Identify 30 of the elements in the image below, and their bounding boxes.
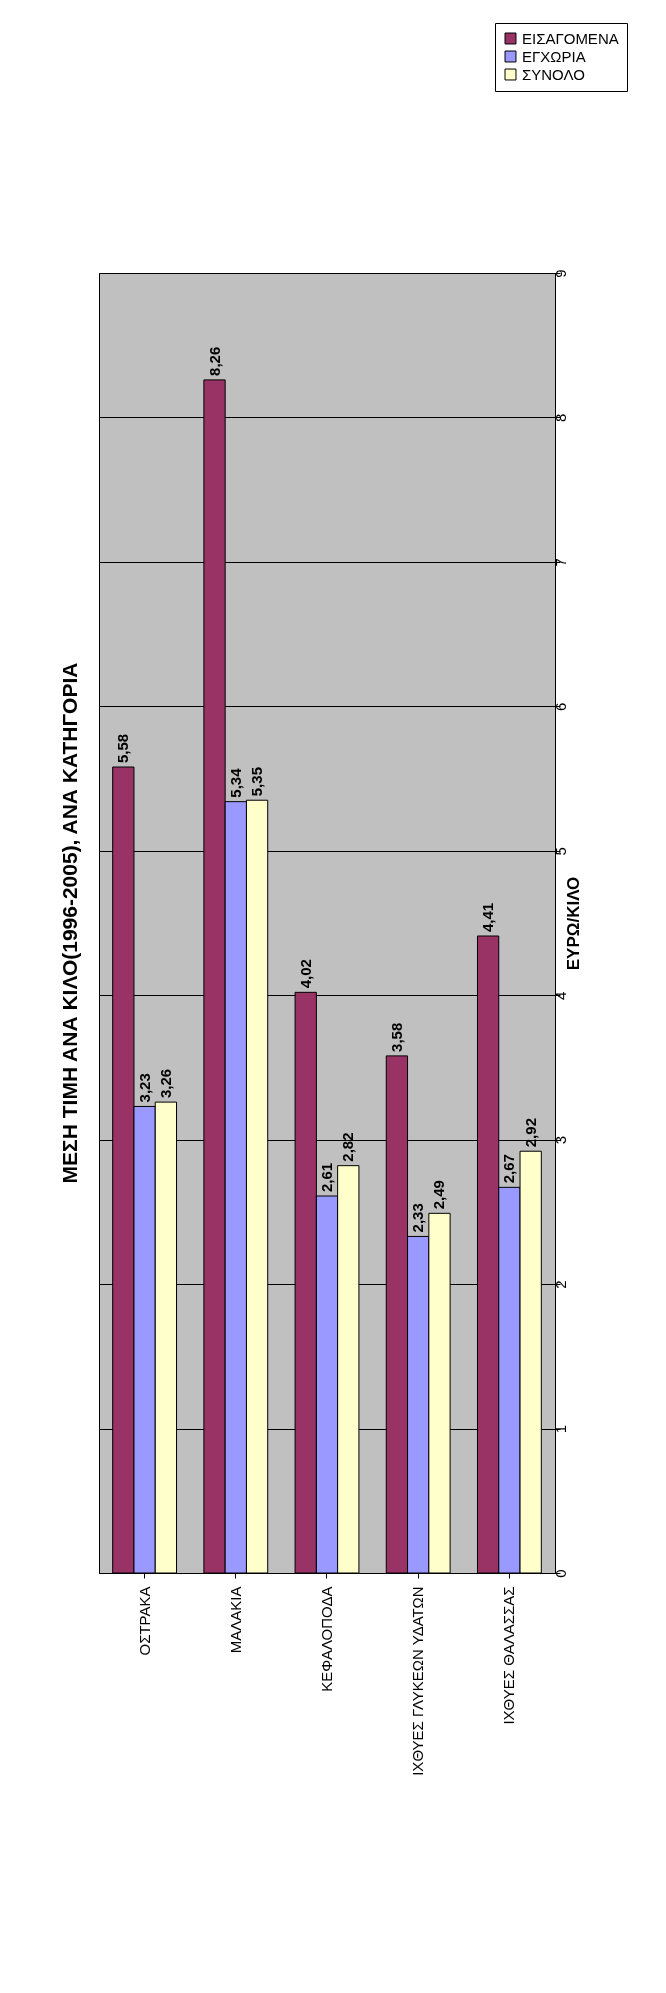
data-label: 3,23 <box>135 1073 153 1103</box>
y-tick-label: 0 <box>551 1569 569 1578</box>
data-label: 5,35 <box>248 767 266 797</box>
data-label: 2,49 <box>430 1180 448 1210</box>
legend-label: ΣΥΝΟΛΟ <box>522 65 585 83</box>
data-label: 5,34 <box>226 767 244 798</box>
data-label: 2,67 <box>500 1154 518 1184</box>
y-tick-label: 8 <box>551 413 569 423</box>
y-tick-label: 3 <box>551 1135 569 1145</box>
x-tick-label: ΚΕΦΑΛΟΠΟΔΑ <box>318 1586 335 1692</box>
data-label: 8,26 <box>205 346 223 376</box>
x-tick-label: ΜΑΛΑΚΙΑ <box>226 1586 244 1654</box>
data-label: 4,41 <box>479 902 497 932</box>
x-tick-label: ΙΧΘΥΕΣ ΘΑΛΑΣΣΑΣ <box>500 1586 518 1725</box>
y-tick-label: 9 <box>551 269 569 278</box>
data-label: 3,26 <box>156 1068 174 1099</box>
text: ΜΕΣΗ ΤΙΜΗ ΑΝΑ ΚΙΛΟ(1996-2005), ΑΝΑ ΚΑΤΗΓΟΡΙΑ <box>58 662 81 1184</box>
legend-label: ΕΓΧΩΡΙΑ <box>522 47 586 65</box>
data-label: 2,82 <box>339 1132 357 1162</box>
y-tick-label: 2 <box>551 1280 569 1289</box>
data-label: 2,61 <box>318 1162 335 1192</box>
x-tick-label: ΙΧΘΥΕΣ ΓΛΥΚΕΩΝ ΥΔΑΤΩΝ <box>409 1586 427 1776</box>
data-label: 2,33 <box>409 1203 427 1233</box>
legend-label: ΕΙΣΑΓΟΜΕΝΑ <box>522 29 619 47</box>
y-axis-title: ΕΥΡΩ/ΚΙΛΟ <box>563 876 583 971</box>
data-label: 2,92 <box>521 1118 539 1148</box>
data-label: 4,02 <box>296 959 314 989</box>
data-label: 5,58 <box>114 733 132 763</box>
x-tick-label: ΟΣΤΡΑΚΑ <box>135 1586 153 1656</box>
data-label: 3,58 <box>387 1022 405 1052</box>
